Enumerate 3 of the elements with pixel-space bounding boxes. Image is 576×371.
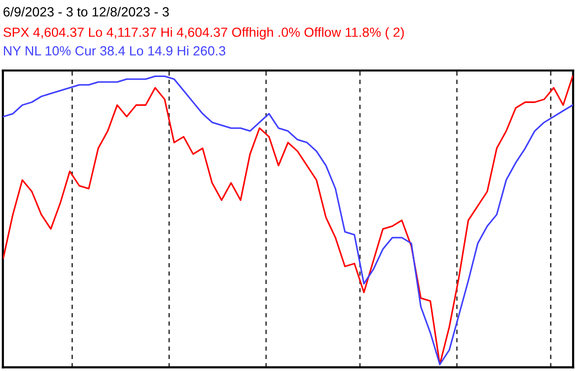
text: NY NL 10% Cur 38.4 Lo 14.9 Hi 260.3 — [4, 46, 226, 56]
text: SPX 4,604.37 Lo 4,117.37 Hi 4,604.37 Offhigh .0% Offlow 11.8% ( 2) — [3, 27, 404, 40]
chart-title: 6/9/2023 - 3 to 12/8/2023 - 3 — [4, 6, 169, 17]
